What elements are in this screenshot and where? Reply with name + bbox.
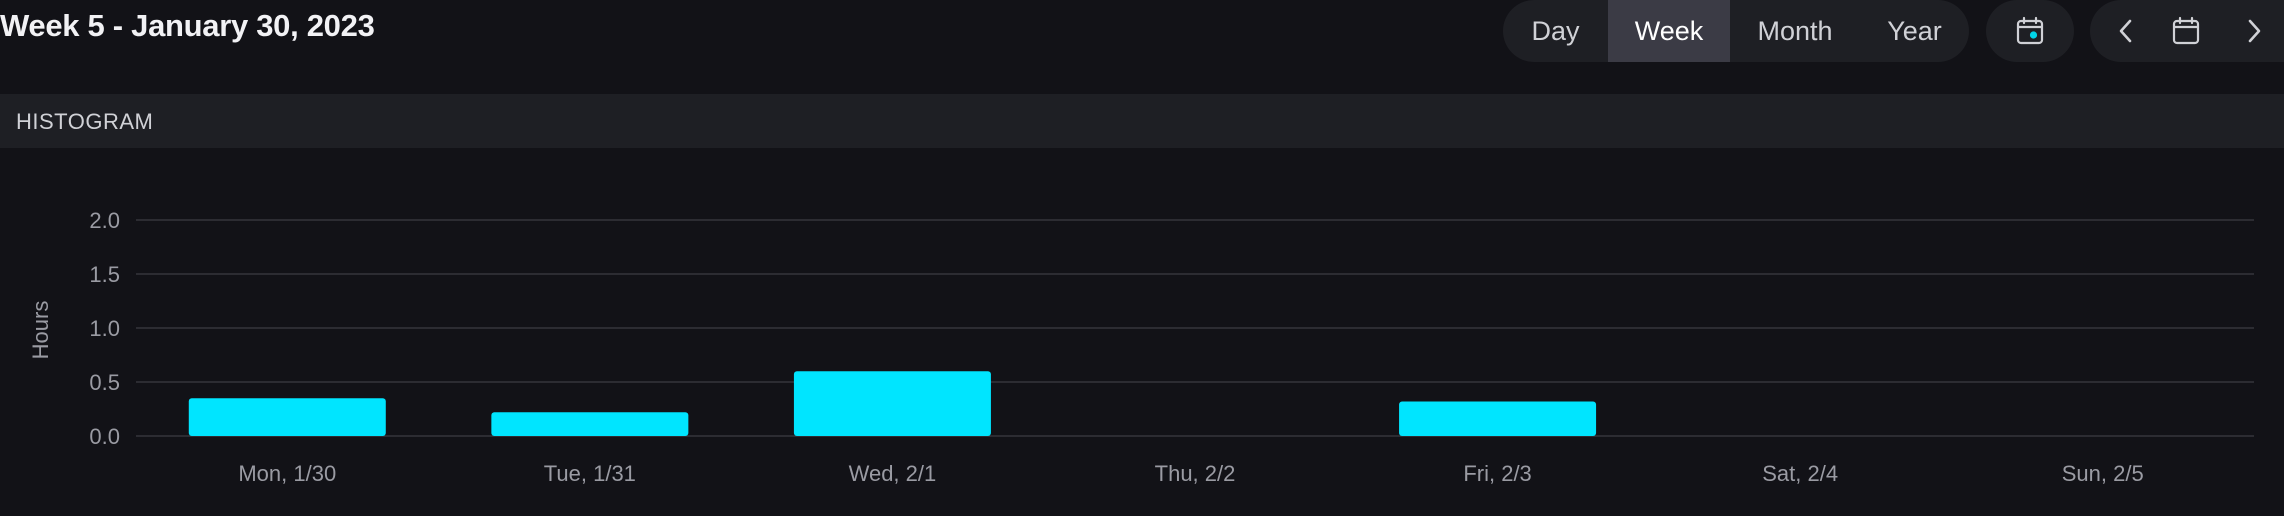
y-tick-label: 0.5 [89,370,120,395]
next-week-button[interactable] [2224,0,2284,62]
y-tick-label: 1.5 [89,262,120,287]
calendar-picker-button[interactable] [2156,0,2216,62]
period-switcher: Day Week Month Year [1503,0,1969,62]
chevron-right-icon [2248,19,2261,43]
section-title: HISTOGRAM [16,109,154,134]
x-tick-label: Thu, 2/2 [1155,461,1236,486]
x-tick-label: Tue, 1/31 [544,461,636,486]
x-tick-label: Sat, 2/4 [1762,461,1838,486]
y-axis-title: Hours [28,301,53,360]
tab-day[interactable]: Day [1531,15,1580,46]
page-title: Week 5 - January 30, 2023 [0,8,375,43]
grid-lines [136,219,2254,437]
bar[interactable] [491,412,689,436]
histogram-section-header: HISTOGRAM [0,94,2284,148]
tab-week[interactable]: Week [1608,0,1730,62]
tab-year[interactable]: Year [1887,15,1942,46]
bar[interactable] [793,371,991,436]
bar[interactable] [1399,401,1597,436]
y-tick-labels: 0.0 0.5 1.0 1.5 2.0 [89,208,120,449]
tab-month[interactable]: Month [1757,15,1833,46]
x-tick-label: Mon, 1/30 [238,461,336,486]
bar[interactable] [188,398,386,436]
y-tick-label: 2.0 [89,208,120,233]
date-navigation [2090,0,2284,62]
calendar-icon [2172,16,2200,45]
x-tick-label: Fri, 2/3 [1463,461,1531,486]
toolbar: Week 5 - January 30, 2023 Day Week Month… [0,0,2284,62]
x-tick-label: Sun, 2/5 [2062,461,2144,486]
histogram-svg: 0.0 0.5 1.0 1.5 2.0 Mon, 1/30 Tue, 1/31 Wed, 2… [28,208,2254,486]
y-tick-label: 1.0 [89,316,120,341]
bars [188,371,1597,436]
calendar-today-icon [2016,16,2044,45]
x-tick-labels: Mon, 1/30 Tue, 1/31 Wed, 2/1 Thu, 2/2 Fri, 2… [238,461,2143,486]
previous-week-button[interactable] [2096,0,2156,62]
histogram-chart: 0.0 0.5 1.0 1.5 2.0 Mon, 1/30 Tue, 1/31 Wed, 2… [0,148,2284,516]
x-tick-label: Wed, 2/1 [849,461,937,486]
today-button[interactable] [1986,0,2074,62]
y-tick-label: 0.0 [89,424,120,449]
chevron-left-icon [2119,19,2132,43]
